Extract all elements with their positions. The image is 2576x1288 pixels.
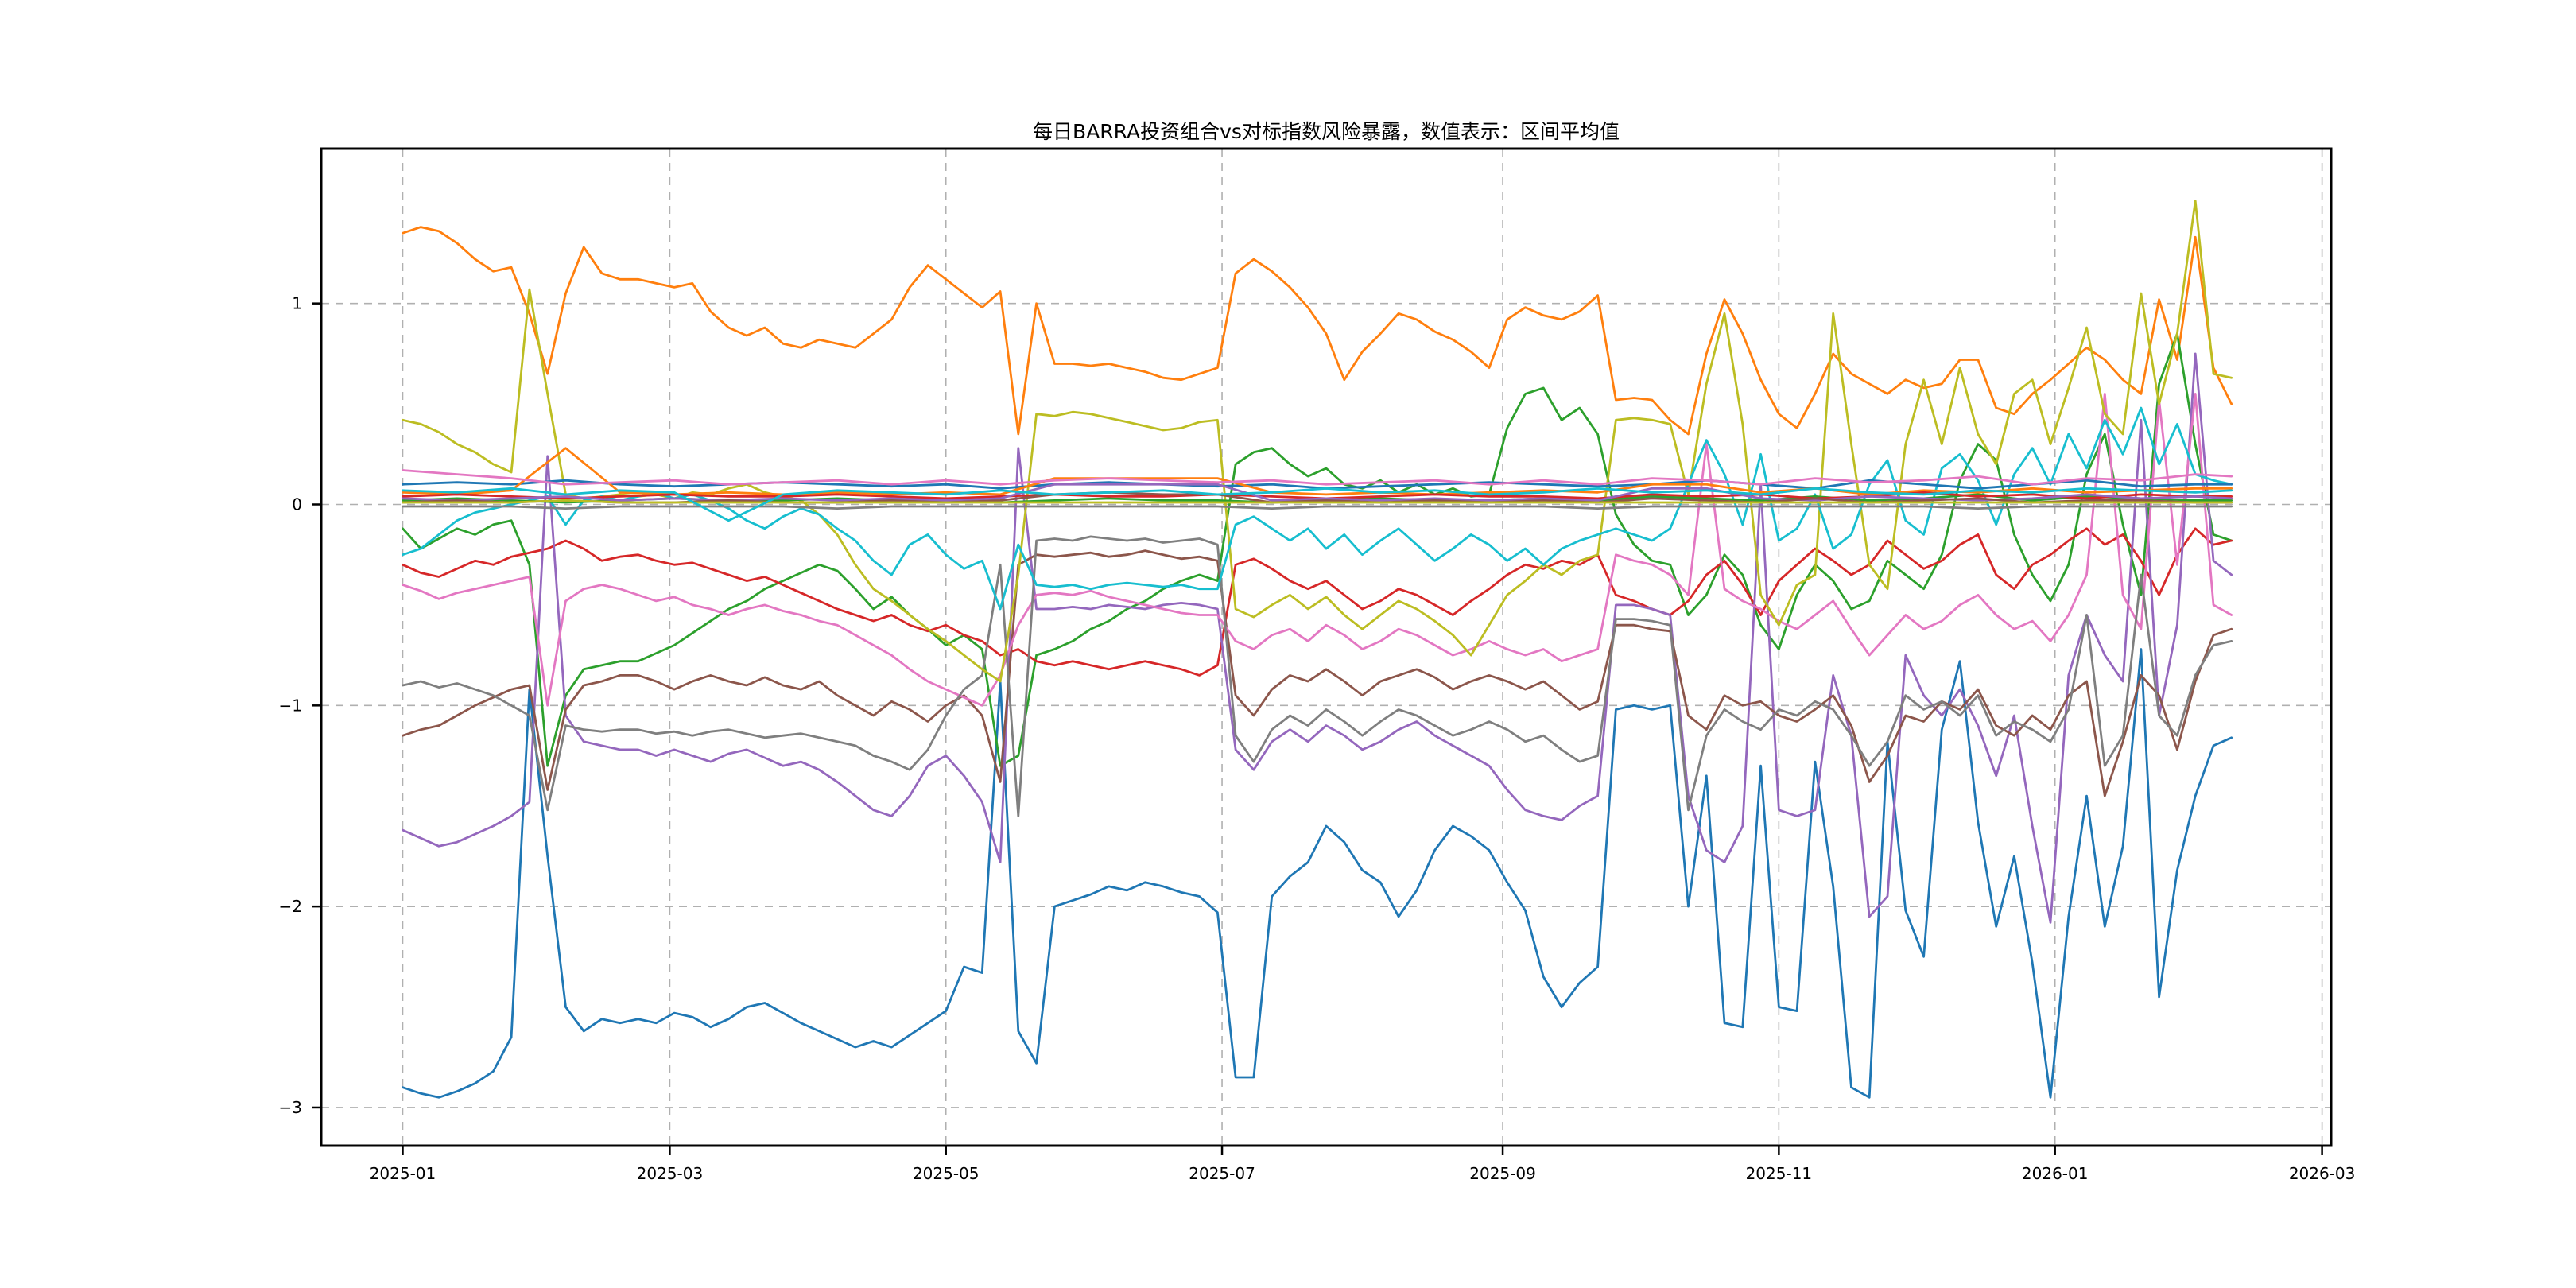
x-tick-label: 2025-09	[1469, 1164, 1536, 1183]
x-tick-label: 2025-11	[1746, 1164, 1813, 1183]
series-09-olive-line	[402, 200, 2233, 683]
x-tick-label: 2026-03	[2289, 1164, 2356, 1183]
y-tick-label: 1	[292, 294, 302, 313]
series-16-brown2-line	[402, 491, 2233, 504]
series-06-brown-line	[402, 549, 2233, 797]
series-17-pink2-line	[402, 469, 2233, 486]
series-05-purple-line	[402, 352, 2233, 924]
series-07-pink-line	[402, 392, 2233, 707]
series-19-olive2-line	[402, 499, 2233, 504]
series-20-cyan2-line	[402, 487, 2233, 522]
series-08-gray-line	[402, 535, 2233, 817]
y-tick-label: −3	[279, 1098, 302, 1117]
y-tick-label: −2	[279, 897, 302, 916]
y-tick-label: 0	[292, 495, 302, 514]
chart-title: 每日BARRA投资组合vs对标指数风险暴露，数值表示：区间平均值	[1033, 120, 1620, 143]
series-18-gray2-line	[402, 505, 2233, 510]
x-tick-label: 2026-01	[2022, 1164, 2089, 1183]
series-03-green-line	[402, 332, 2233, 767]
x-tick-label: 2025-07	[1189, 1164, 1255, 1183]
x-tick-label: 2025-05	[913, 1164, 980, 1183]
series-04-red-line	[402, 527, 2233, 677]
x-tick-label: 2025-01	[370, 1164, 436, 1183]
y-tick-label: −1	[279, 696, 302, 715]
series-12-orange2-line	[402, 447, 2233, 496]
series-02-orange-line	[402, 226, 2233, 436]
axes-frame	[320, 147, 2333, 1147]
x-tick-label: 2025-03	[637, 1164, 704, 1183]
series-01-blue-line	[402, 648, 2233, 1099]
